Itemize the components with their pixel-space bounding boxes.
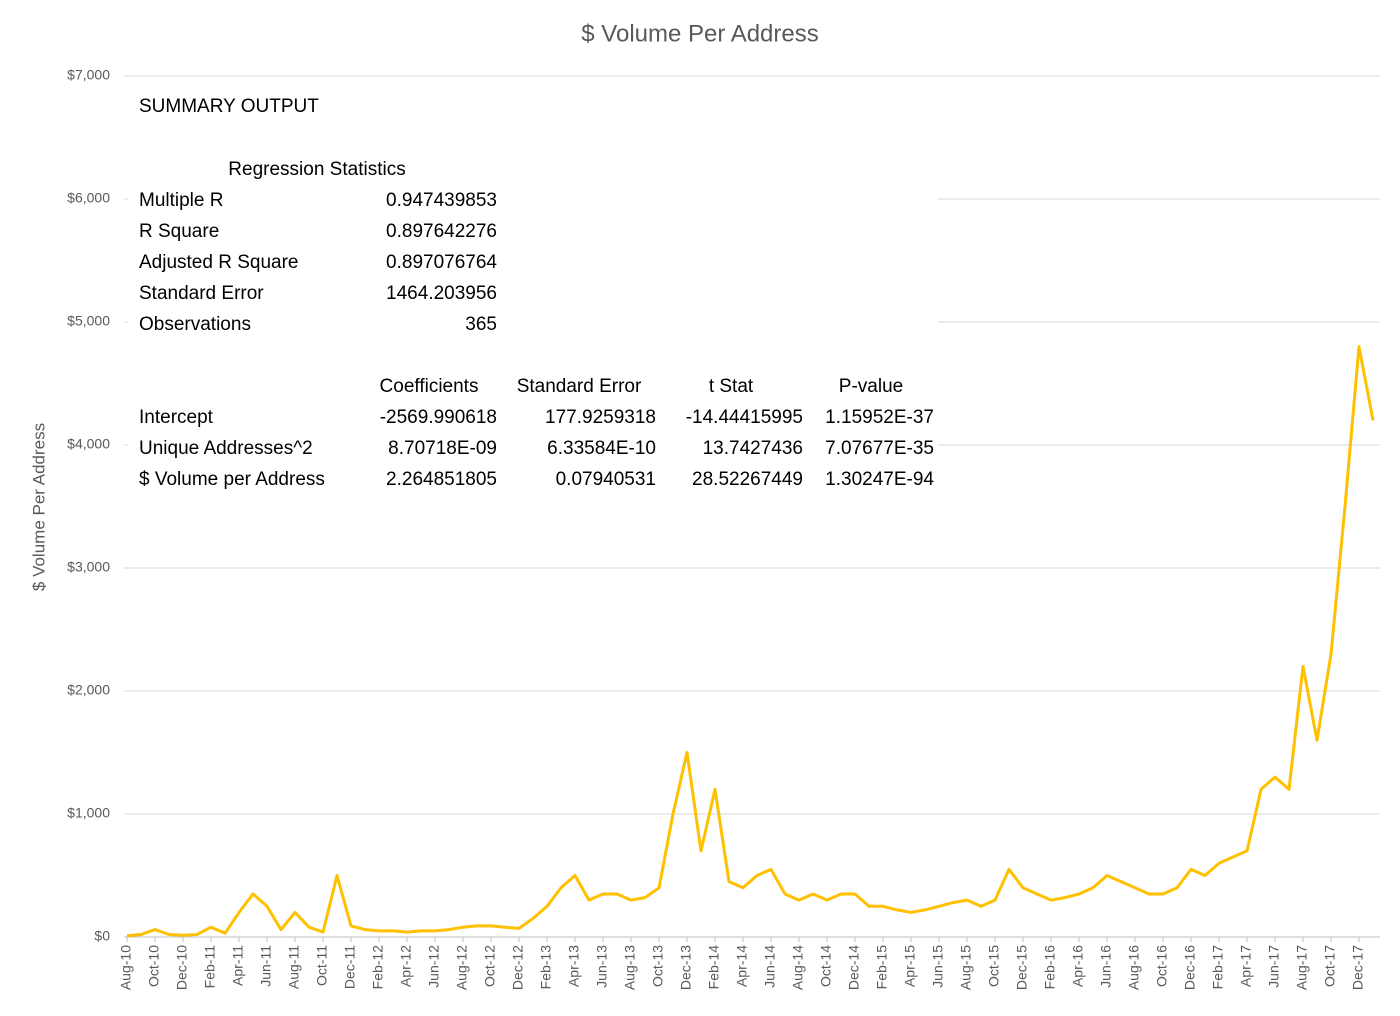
x-tick-label: Feb-13 [538, 945, 554, 990]
stat-value: 0.947439853 [386, 190, 497, 211]
x-tick-label: Apr-16 [1070, 945, 1086, 987]
x-tick-label: Apr-17 [1238, 945, 1254, 987]
x-tick-label: Aug-10 [118, 945, 134, 990]
stat-value: 0.897076764 [386, 252, 497, 273]
x-tick-label: Apr-15 [902, 945, 918, 987]
x-tick-label: Jun-17 [1266, 945, 1282, 988]
y-tick-label: $1,000 [67, 805, 110, 821]
x-tick-label: Jun-12 [426, 945, 442, 988]
cell: -14.44415995 [686, 407, 803, 428]
stat-label: Observations [139, 314, 251, 335]
y-tick-label: $2,000 [67, 682, 110, 698]
x-tick-label: Feb-17 [1210, 945, 1226, 990]
summary-box [128, 88, 938, 500]
x-tick-label: Dec-14 [846, 945, 862, 990]
x-tick-label: Apr-12 [398, 945, 414, 987]
stat-label: Adjusted R Square [139, 252, 299, 273]
column-header: Coefficients [380, 376, 479, 397]
y-tick-label: $5,000 [67, 313, 110, 329]
x-tick-label: Dec-12 [510, 945, 526, 990]
cell: 28.52267449 [692, 469, 803, 490]
x-tick-label: Apr-14 [734, 945, 750, 987]
y-tick-label: $0 [94, 928, 110, 944]
x-tick-label: Feb-15 [874, 945, 890, 990]
x-tick-label: Dec-11 [342, 945, 358, 989]
x-tick-label: Aug-12 [454, 945, 470, 990]
column-header: P-value [839, 376, 903, 397]
cell: 6.33584E-10 [547, 438, 656, 459]
x-tick-label: Feb-16 [1042, 945, 1058, 990]
stat-label: Multiple R [139, 190, 223, 211]
stat-value: 365 [465, 314, 497, 335]
x-tick-label: Aug-13 [622, 945, 638, 990]
x-tick-label: Aug-11 [286, 945, 302, 989]
x-tick-label: Oct-14 [818, 945, 834, 987]
x-tick-label: Oct-11 [314, 945, 330, 986]
x-tick-label: Apr-13 [566, 945, 582, 987]
stat-label: R Square [139, 221, 219, 242]
cell: 1.15952E-37 [825, 407, 934, 428]
x-tick-label: Jun-16 [1098, 945, 1114, 988]
x-tick-label: Oct-16 [1154, 945, 1170, 987]
x-tick-label: Jun-14 [762, 945, 778, 988]
row-label: Intercept [139, 407, 214, 428]
summary-table: SUMMARY OUTPUT Regression StatisticsMulti… [139, 96, 934, 490]
plot [126, 345, 1375, 938]
x-tick-label: Apr-11 [230, 945, 246, 986]
column-header: Standard Error [517, 376, 642, 397]
x-tick-label: Aug-14 [790, 945, 806, 990]
x-tick-label: Dec-10 [174, 945, 190, 990]
cell: 2.264851805 [386, 469, 497, 490]
y-tick-label: $7,000 [67, 67, 110, 83]
x-tick-label: Dec-16 [1182, 945, 1198, 990]
cell: 1.30247E-94 [825, 469, 934, 490]
y-axis-label: $ Volume Per Address [29, 423, 48, 591]
x-tick-label: Feb-11 [202, 945, 218, 989]
x-tick-label: Feb-14 [706, 945, 722, 990]
cell: 8.70718E-09 [388, 438, 497, 459]
table-title: SUMMARY OUTPUT [139, 96, 319, 117]
y-tick-label: $3,000 [67, 559, 110, 575]
column-header: t Stat [709, 376, 754, 397]
cell: 177.9259318 [545, 407, 656, 428]
data-line [126, 345, 1375, 938]
stat-value: 1464.203956 [386, 283, 497, 304]
x-tick-label: Dec-17 [1350, 945, 1366, 990]
x-tick-label: Aug-15 [958, 945, 974, 990]
x-tick-label: Dec-13 [678, 945, 694, 990]
x-tick-label: Feb-12 [370, 945, 386, 990]
x-tick-label: Oct-15 [986, 945, 1002, 987]
cell: 0.07940531 [556, 469, 656, 490]
x-tick-label: Oct-12 [482, 945, 498, 987]
x-tick-label: Oct-13 [650, 945, 666, 987]
x-tick-label: Jun-13 [594, 945, 610, 988]
cell: 13.7427436 [703, 438, 803, 459]
x-tick-label: Jun-11 [258, 945, 274, 987]
cell: -2569.990618 [380, 407, 497, 428]
y-tick-label: $6,000 [67, 190, 110, 206]
table-header: Regression Statistics [228, 159, 405, 180]
chart-title: $ Volume Per Address [581, 20, 818, 47]
row-label: Unique Addresses^2 [139, 438, 313, 459]
x-tick-label: Aug-17 [1294, 945, 1310, 990]
x-tick-label: Oct-17 [1322, 945, 1338, 987]
cell: 7.07677E-35 [825, 438, 934, 459]
x-tick-label: Jun-15 [930, 945, 946, 988]
row-label: $ Volume per Address [139, 469, 325, 490]
x-tick-label: Oct-10 [146, 945, 162, 987]
x-tick-label: Dec-15 [1014, 945, 1030, 990]
stat-label: Standard Error [139, 283, 264, 304]
x-tick-label: Aug-16 [1126, 945, 1142, 990]
y-tick-label: $4,000 [67, 436, 110, 452]
stat-value: 0.897642276 [386, 221, 497, 242]
